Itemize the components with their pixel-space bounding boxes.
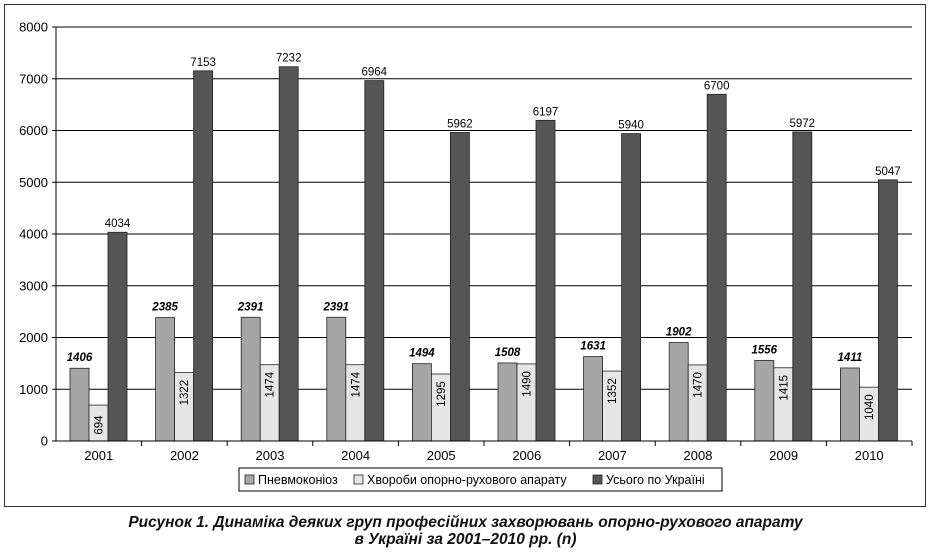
x-tick-label: 2003 xyxy=(256,448,285,463)
data-label-1: 1556 xyxy=(752,344,778,356)
bar-1 xyxy=(668,342,689,442)
data-label-1: 2385 xyxy=(151,302,178,314)
bar-3 xyxy=(107,231,128,442)
bar-3 xyxy=(878,179,898,442)
data-label-3: 7232 xyxy=(276,53,302,65)
data-label-2: 1470 xyxy=(693,372,705,398)
bar-3 xyxy=(792,131,813,442)
data-label-3: 4034 xyxy=(105,218,131,230)
x-tick-label: 2002 xyxy=(170,448,199,463)
legend-label-2: Хвороби опорно-рухового апарату xyxy=(367,473,567,487)
data-label-3: 5962 xyxy=(447,118,473,130)
data-label-2: 1474 xyxy=(265,371,277,397)
bar-1 xyxy=(411,363,432,442)
bar-1 xyxy=(240,316,261,442)
data-label-1: 1494 xyxy=(409,348,435,360)
x-tick-label: 2009 xyxy=(769,448,798,463)
legend-swatch-3 xyxy=(592,474,603,485)
x-tick-label: 2006 xyxy=(512,448,541,463)
data-label-3: 6964 xyxy=(362,67,388,79)
y-tick-label: 4000 xyxy=(19,227,48,242)
bar-1 xyxy=(754,360,775,442)
data-label-1: 2391 xyxy=(323,301,350,313)
bar-1 xyxy=(583,356,603,442)
data-label-1: 2391 xyxy=(237,301,264,313)
bar-1 xyxy=(69,367,90,442)
figure-caption-line-2: в Україні за 2001–2010 рр. (n) xyxy=(354,531,577,548)
x-tick-label: 2001 xyxy=(84,448,113,463)
legend-box xyxy=(238,467,723,492)
data-label-3: 6197 xyxy=(533,106,559,118)
legend: Пневмоконіоз Хвороби опорно-рухового апар… xyxy=(238,467,723,492)
data-label-3: 5047 xyxy=(875,166,901,178)
bar-3 xyxy=(535,119,556,442)
y-tick-label: 8000 xyxy=(19,20,48,35)
bar-chart: 0 1000 2000 3000 4000 5000 6000 7000 8000 1406 69… xyxy=(19,20,913,492)
axes xyxy=(55,27,912,442)
legend-swatch-1 xyxy=(244,474,255,485)
legend-label-3: Усього по Україні xyxy=(606,473,705,487)
y-tick-label: 3000 xyxy=(19,278,48,293)
bar-3 xyxy=(364,80,385,442)
y-tick-label: 1000 xyxy=(19,382,48,397)
figure-caption-line-1: Рисунок 1. Динаміка деяких груп професій… xyxy=(128,514,803,531)
bar-3 xyxy=(621,133,641,442)
data-label-2: 1352 xyxy=(607,378,619,404)
bar-1 xyxy=(497,362,518,442)
data-label-2: 1415 xyxy=(778,375,790,401)
legend-swatch-2 xyxy=(353,474,364,485)
y-axis-ticks: 0 1000 2000 3000 4000 5000 6000 7000 8000 xyxy=(19,20,56,449)
x-tick-label: 2010 xyxy=(855,448,884,463)
y-tick-label: 0 xyxy=(41,434,48,449)
bar-1 xyxy=(326,316,347,442)
x-tick-label: 2007 xyxy=(598,448,627,463)
data-label-1: 1508 xyxy=(495,347,521,359)
y-tick-label: 7000 xyxy=(19,71,48,86)
bar-1 xyxy=(840,367,860,442)
bar-3 xyxy=(278,66,299,442)
data-label-3: 6700 xyxy=(704,80,730,92)
y-tick-label: 5000 xyxy=(19,175,48,190)
data-labels: 1406 694 4034 2385 1322 7153 2391 1474 7232 2391 1… xyxy=(67,53,901,435)
bar-3 xyxy=(193,70,214,442)
x-tick-label: 2004 xyxy=(341,448,370,463)
data-label-1: 1631 xyxy=(580,341,606,353)
bar-3 xyxy=(706,93,727,442)
x-axis-ticks: 2001 2002 2003 2004 2005 2006 2007 2008 2009 2010 xyxy=(84,441,913,463)
legend-label-1: Пневмоконіоз xyxy=(258,473,338,487)
data-label-2: 1040 xyxy=(864,394,876,420)
data-label-1: 1411 xyxy=(838,352,863,364)
data-label-2: 1490 xyxy=(522,371,534,397)
gridlines xyxy=(56,26,912,390)
data-label-1: 1406 xyxy=(67,352,93,364)
bar-3 xyxy=(449,132,470,442)
x-tick-label: 2005 xyxy=(427,448,456,463)
data-label-3: 5972 xyxy=(790,118,816,130)
x-tick-label: 2008 xyxy=(684,448,713,463)
data-label-2: 694 xyxy=(94,415,106,435)
data-label-2: 1474 xyxy=(350,371,362,397)
bars xyxy=(69,66,898,442)
data-label-3: 5940 xyxy=(618,120,644,132)
y-tick-label: 2000 xyxy=(19,330,48,345)
data-label-3: 7153 xyxy=(190,57,216,69)
data-label-1: 1902 xyxy=(666,327,692,339)
y-tick-label: 6000 xyxy=(19,123,48,138)
bar-1 xyxy=(155,317,176,442)
data-label-2: 1295 xyxy=(436,381,448,407)
data-label-2: 1322 xyxy=(179,380,191,406)
